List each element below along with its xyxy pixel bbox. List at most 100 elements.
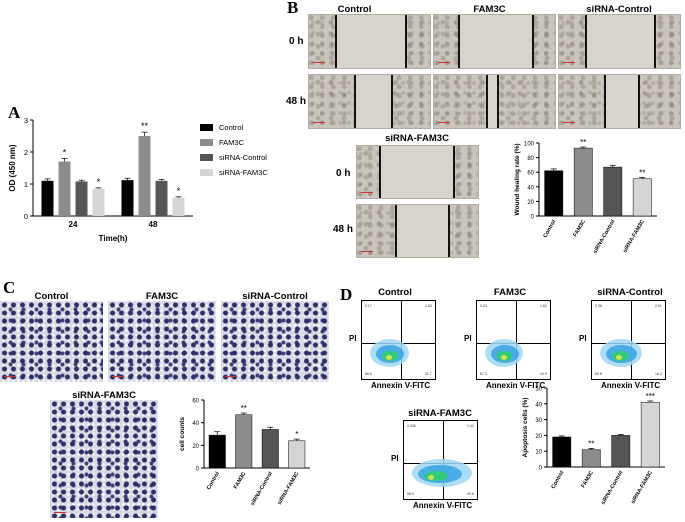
quadrant-value-q3: 11.7 [425,372,432,376]
y-tick-label: 20 [192,444,199,450]
flow-plot-1: 0.24 1.62 87.3 10.9 [476,300,551,380]
quadrant-line-v [401,301,402,379]
legend-label: FAM3C [219,138,245,147]
quadrant-value-q1: 0.036 [407,424,416,428]
y-tick-label: 0 [196,467,200,473]
legend-swatch [200,154,213,161]
flow-x-label: Annexin V-FITC [601,381,661,390]
y-tick-label: 60 [192,399,199,405]
legend-item: siRNA-Control [200,150,268,165]
bar-fam3c [573,147,593,217]
row-label-0h: 0 h [289,36,304,47]
wound-image-control-48h [308,74,431,129]
wound-image-sirna-control-0h [558,14,681,69]
y-tick-label: 0 [531,215,535,221]
transwell-image-fam3c [108,301,216,382]
panel-letter-b: B [287,0,299,17]
row-label-sub-48h: 48 h [333,224,354,235]
y-tick-label: 10 [535,450,542,456]
x-tick-label: siRNA-Control [600,470,624,506]
density-blob [428,475,434,480]
bar-sirna-control [611,435,631,468]
transwell-image-sirna-fam3c [50,400,158,518]
y-tick-label: 20 [527,200,534,206]
legend-item: Control [200,120,268,135]
header-d-fam3c: FAM3C [493,287,527,298]
x-tick-label: FAM3C [233,471,248,490]
flow-plot-3: 0.036 1.42 58.9 39.6 [403,420,478,500]
x-tick-label: 24 [69,220,78,229]
panel-letter-a: A [8,103,21,122]
header-c-sirna-fam3c: siRNA-FAM3C [72,390,136,401]
y-tick-label: 1 [24,180,28,189]
transwell-image-control [0,301,103,382]
significance-mark: * [177,186,181,196]
quadrant-value-q1: 0.36 [595,304,602,308]
header-c-control: Control [34,291,69,302]
quadrant-value-q3: 39.6 [467,492,474,496]
quadrant-value-q2: 1.60 [425,304,432,308]
bar-fam3c-24 [58,161,71,216]
legend-label: siRNA-Control [219,153,267,162]
legend-label: siRNA-FAM3C [219,168,268,177]
legend-a: Control FAM3C siRNA-Control siRNA-FAM3C [200,120,268,180]
bar-sirna-control-24 [75,181,88,216]
header-d-control: Control [378,287,412,298]
y-tick-label: 2 [24,148,28,157]
x-tick-label: FAM3C [572,219,587,238]
flow-y-label: PI [349,334,357,343]
y-tick-label: 40 [527,185,534,191]
header-b-sirna-fam3c: siRNA-FAM3C [385,133,449,144]
y-tick-label: 0 [24,212,28,221]
x-tick-label: siRNA-Control [250,471,274,507]
chart-b: 0 20 40 60 80 100 Control ** FAM3C siRNA-Control *… [514,138,657,255]
bar-sirna-control-48 [155,180,168,216]
header-c-fam3c: FAM3C [145,291,179,302]
bar-control [552,436,572,468]
bar-sirna-control [261,429,279,469]
x-axis-label: Time(h) [99,234,128,243]
quadrant-value-q1: 0.17 [365,304,372,308]
y-tick-label: 3 [24,116,28,125]
y-tick-label: 40 [535,402,542,408]
quadrant-value-q4: 86.5 [365,372,372,376]
significance-mark: * [97,177,101,187]
bar-control [544,170,564,217]
y-tick-label: 50 [535,387,542,393]
quadrant-value-q3: 10.9 [540,372,547,376]
wound-image-sirna-fam3c-48h [356,204,479,258]
bar-sirna-fam3c-24 [92,188,105,216]
header-b-fam3c: FAM3C [473,4,506,15]
flow-y-label: PI [579,334,587,343]
significance-mark: ** [580,138,586,147]
bar-sirna-control [603,166,623,217]
flow-x-label: Annexin V-FITC [486,381,546,390]
legend-swatch [200,169,213,176]
header-c-sirna-control: siRNA-Control [242,291,308,302]
y-tick-label: 40 [192,421,199,427]
legend-item: siRNA-FAM3C [200,165,268,180]
x-tick-label: FAM3C [580,470,595,489]
bar-sirna-fam3c [632,178,652,217]
significance-mark: ** [241,404,247,413]
header-d-sirna-control: siRNA-Control [597,287,663,298]
bar-control [208,434,226,469]
significance-mark: *** [646,392,655,401]
x-tick-label: siRNA-FAM3C [277,471,301,506]
flow-y-label: PI [391,454,399,463]
y-tick-label: 0 [539,466,543,472]
y-tick-label: 20 [535,434,542,440]
quadrant-value-q1: 0.24 [480,304,487,308]
y-tick-label: 30 [535,418,542,424]
bar-sirna-fam3c [288,440,306,469]
x-tick-label: 48 [149,220,158,229]
wound-image-sirna-control-48h [558,74,681,129]
header-d-sirna-fam3c: siRNA-FAM3C [408,408,472,419]
significance-mark: ** [639,168,645,177]
quadrant-value-q4: 80.8 [595,372,602,376]
x-tick-label: siRNA-FAM3C [622,219,646,254]
quadrant-value-q2: 1.42 [467,424,474,428]
quadrant-value-q2: 2.61 [655,304,662,308]
chart-d: 0 10 20 30 40 50 Control ** FAM3C siRNA-Control **… [522,387,665,506]
y-axis-label: OD (450 nm) [8,144,17,191]
